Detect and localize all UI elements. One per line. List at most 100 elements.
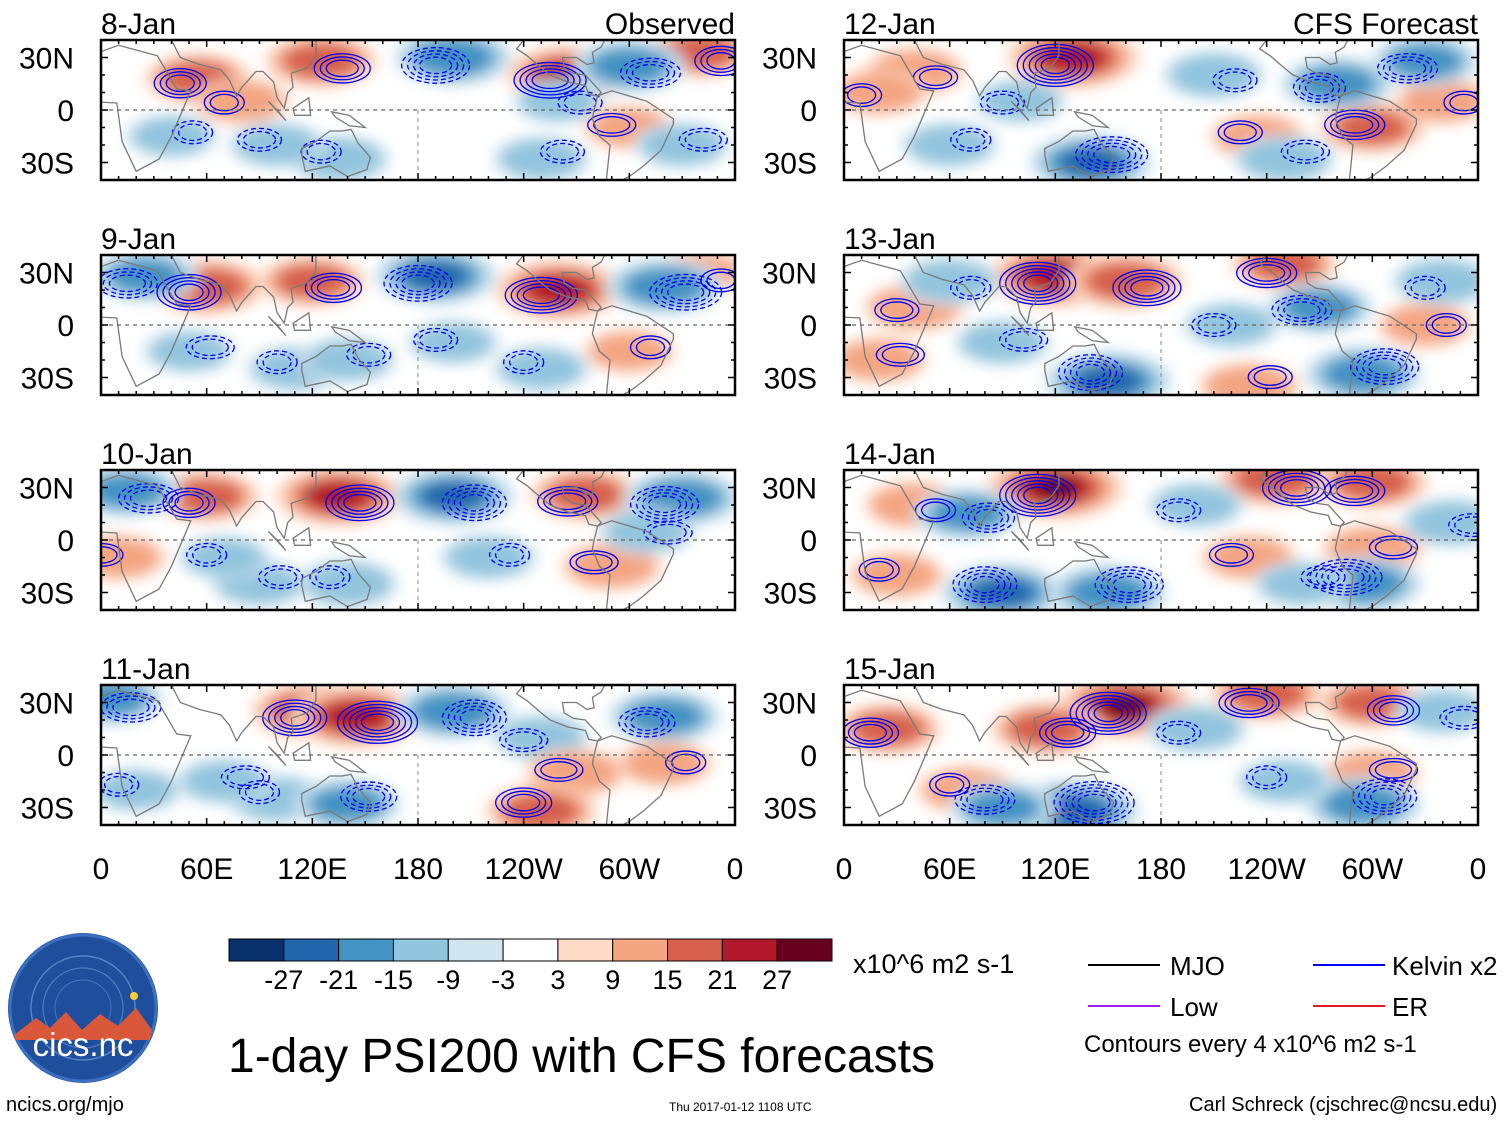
psi-contour	[1362, 354, 1408, 379]
psi-contour	[191, 338, 229, 357]
psi-contour	[880, 301, 914, 319]
y-tick-label: 0	[57, 310, 74, 343]
psi-contour	[106, 695, 156, 720]
psi-contour	[325, 59, 359, 78]
anomaly-shade	[625, 268, 704, 305]
coastline	[101, 259, 192, 388]
psi-contour	[263, 568, 298, 587]
psi-contour	[1161, 723, 1196, 742]
psi-contour	[1100, 569, 1158, 600]
psi-contour	[412, 53, 459, 78]
psi-contour	[236, 127, 283, 152]
colorbar-tick-label: 9	[605, 965, 620, 995]
psi-contour	[629, 485, 700, 523]
psi-contour	[238, 780, 281, 805]
coastline	[170, 470, 317, 540]
psi-contour	[1230, 694, 1268, 712]
psi-contour	[337, 490, 383, 515]
psi-contour	[306, 142, 336, 161]
x-tick-label: 0	[727, 853, 744, 886]
psi-contour	[274, 705, 316, 730]
psi-contour	[874, 298, 920, 323]
coastline	[170, 40, 317, 110]
psi-contour	[1445, 708, 1478, 727]
coastline	[1035, 526, 1055, 546]
psi-contour	[846, 86, 877, 104]
psi-contour	[325, 484, 395, 522]
anomaly-shade	[422, 482, 484, 511]
anomaly-shade	[183, 761, 265, 801]
anomaly-shade	[236, 125, 318, 165]
psi-contour	[557, 90, 603, 115]
psi-contour	[495, 787, 553, 818]
coastline	[844, 474, 935, 603]
psi-contour	[395, 271, 441, 296]
coastline	[1044, 343, 1115, 393]
psi-contour	[569, 550, 619, 575]
anomaly-shade	[961, 322, 1044, 363]
psi-contour	[1368, 535, 1419, 560]
psi-contour	[354, 710, 401, 735]
coastline	[591, 520, 675, 610]
anomaly-shade	[591, 48, 667, 84]
psi-contour	[1425, 312, 1467, 338]
psi-contour	[649, 523, 687, 542]
psi-contour	[505, 731, 543, 749]
psi-contour	[700, 268, 735, 293]
psi-contour	[1300, 565, 1346, 590]
coastline	[1073, 325, 1111, 344]
anomaly-shade	[1399, 260, 1478, 302]
psi-contour	[700, 48, 735, 73]
panel-8-jan: 30N 0 30S 8-Jan Observed	[19, 8, 737, 182]
anomaly-shade	[447, 537, 530, 578]
y-tick-label: 30S	[764, 793, 817, 826]
psi-contour	[494, 546, 525, 564]
psi-contour	[853, 723, 888, 742]
colorbar-tick-label: -3	[491, 965, 515, 995]
psi-contour	[1087, 142, 1137, 167]
psi-contour	[406, 50, 465, 81]
y-tick-label: 0	[800, 740, 817, 773]
psi-contour	[1286, 142, 1325, 161]
psi-contour	[1358, 781, 1412, 812]
psi-contour	[1304, 78, 1335, 97]
psi-contour	[1022, 46, 1088, 84]
psi-contour	[1155, 720, 1202, 745]
psi-contour	[1081, 698, 1135, 729]
psi-contour	[1315, 561, 1377, 593]
panel-date-label: 12-Jan	[844, 8, 936, 41]
psi-contour	[1081, 139, 1143, 170]
panel-13-jan: 30N 0 30S 13-Jan	[762, 223, 1480, 397]
colorbar: -27 -21 -15 -9 -3 3 9 15 21 27	[228, 938, 833, 995]
coastline	[330, 110, 368, 129]
coastline	[913, 470, 1060, 540]
psi-contour	[966, 790, 1004, 809]
psi-contour	[401, 274, 435, 293]
anomaly-shade	[627, 698, 703, 735]
psi-contour	[618, 707, 676, 738]
psi-contour	[336, 700, 419, 744]
psi-contour	[635, 489, 694, 520]
coastline	[101, 44, 192, 173]
psi-contour	[1063, 357, 1118, 388]
psi-contour	[918, 68, 953, 87]
colorbar-swatch	[392, 938, 449, 962]
psi-contour	[453, 490, 496, 515]
psi-contour	[389, 268, 447, 299]
y-tick-label: 30S	[764, 148, 817, 181]
psi-contour	[1161, 501, 1196, 520]
panel-15-jan: 30N 0 30S 15-Jan	[762, 653, 1480, 827]
anomaly-shade	[623, 744, 706, 784]
psi-contour	[1330, 478, 1380, 503]
psi-contour	[545, 142, 580, 161]
psi-contour	[1410, 278, 1440, 297]
footer-url[interactable]: ncics.org/mjo	[6, 1094, 124, 1116]
coastline	[591, 90, 675, 180]
psi-contour	[159, 71, 201, 96]
anomaly-shade	[527, 275, 591, 305]
coastline	[913, 40, 1060, 110]
psi-contour	[844, 717, 900, 748]
anomaly-shade	[844, 73, 920, 112]
psi-contour	[513, 61, 587, 99]
psi-contour	[177, 123, 208, 142]
